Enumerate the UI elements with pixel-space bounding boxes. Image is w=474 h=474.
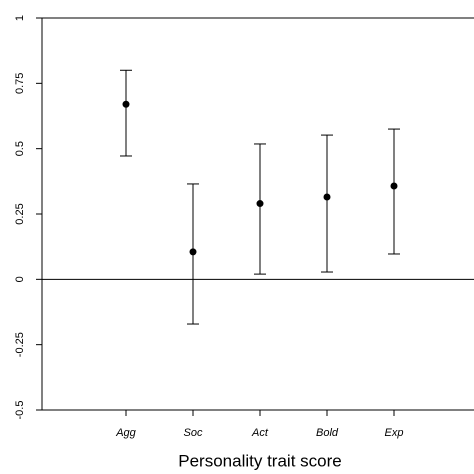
- point: [390, 182, 398, 190]
- y-tick-label: -0.25: [14, 332, 26, 357]
- x-tick-label: Soc: [184, 427, 203, 439]
- point: [189, 248, 197, 256]
- point: [122, 100, 130, 108]
- y-tick-label: -0.5: [14, 401, 26, 420]
- point: [323, 193, 331, 201]
- x-tick-label: Bold: [316, 427, 339, 439]
- y-tick-label: 0.75: [14, 73, 26, 94]
- x-axis-label: Personality trait score: [178, 451, 341, 470]
- y-tick-label: 0.5: [14, 141, 26, 156]
- x-tick-label: Exp: [385, 427, 404, 439]
- y-tick-label: 0: [14, 276, 26, 282]
- x-tick-label: Agg: [115, 427, 136, 439]
- point: [256, 200, 264, 208]
- y-tick-label: 0.25: [14, 203, 26, 224]
- x-tick-label: Act: [251, 427, 269, 439]
- y-tick-label: 1: [14, 15, 26, 21]
